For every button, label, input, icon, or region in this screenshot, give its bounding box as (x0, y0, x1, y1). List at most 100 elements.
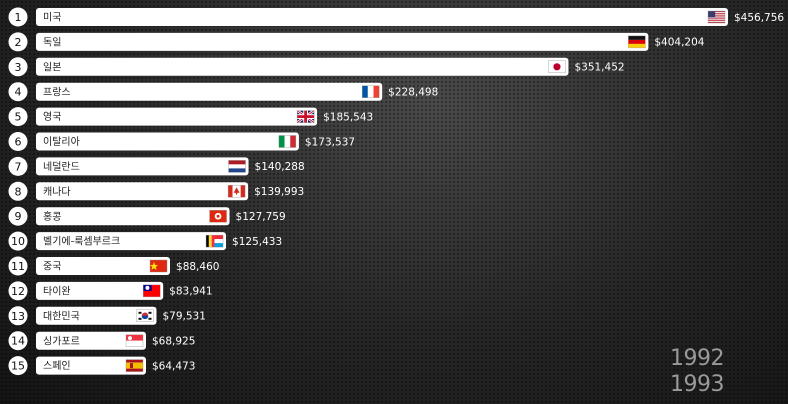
bar (36, 331, 146, 350)
rank-number: 12 (11, 285, 25, 298)
rank-badge (8, 231, 28, 251)
rank-badge (8, 206, 28, 226)
korea-flag-icon (136, 309, 154, 322)
rank-number: 4 (15, 86, 22, 99)
bar (36, 257, 171, 275)
singapore-flag-icon (125, 334, 144, 347)
uk-flag-icon (296, 109, 315, 124)
bar (36, 182, 249, 201)
rank-badge (8, 107, 28, 127)
rank-badge (8, 331, 28, 351)
belgium-luxembourg-flag-icon (205, 234, 224, 248)
rank-number: 2 (15, 36, 22, 49)
rank-number: 6 (15, 136, 22, 149)
year-label-current: 1993 (670, 372, 725, 397)
bar (36, 8, 728, 26)
chart-row: 9 홍콩 $127,759 (8, 206, 286, 226)
country-label: 네덜란드 (43, 161, 80, 173)
value-label: $404,204 (654, 37, 704, 49)
value-label: $185,543 (323, 111, 373, 123)
chart-rows: 1 미국 $456,756 2 독일 $404,204 3 일본 $351,452 4 프랑스 $22… (8, 7, 784, 376)
bar (36, 207, 230, 226)
country-label: 벨기에-룩셈부르크 (43, 236, 120, 248)
bar (36, 132, 299, 151)
chart-row: 6 이탈리아 $173,537 (8, 132, 355, 151)
rank-badge (8, 181, 28, 201)
value-label: $228,498 (388, 87, 438, 99)
rank-badge (8, 256, 28, 276)
rank-number: 3 (15, 61, 22, 74)
bar (36, 356, 146, 375)
bar (36, 82, 383, 101)
value-label: $68,925 (152, 336, 195, 348)
country-label: 영국 (43, 111, 61, 123)
value-label: $127,759 (236, 211, 286, 223)
country-label: 이탈리아 (43, 135, 80, 148)
value-label: $140,288 (255, 161, 305, 173)
country-label: 타이완 (43, 286, 71, 298)
chart-row: 13 대한민국 $79,531 (8, 306, 206, 326)
country-label: 스페인 (43, 360, 71, 372)
country-label: 대한민국 (43, 310, 80, 322)
bar (36, 281, 164, 300)
value-label: $456,756 (734, 12, 784, 24)
country-label: 미국 (43, 12, 61, 24)
country-label: 일본 (43, 61, 61, 73)
spain-flag-icon (125, 359, 144, 372)
value-label: $125,433 (232, 236, 282, 248)
rank-number: 1 (15, 11, 22, 24)
bar (36, 32, 649, 51)
canada-flag-icon (227, 185, 246, 198)
country-label: 싱가포르 (43, 335, 80, 347)
rank-number: 8 (15, 185, 22, 198)
rank-number: 13 (11, 310, 25, 323)
chart-row: 3 일본 $351,452 (8, 57, 625, 77)
rank-number: 9 (15, 210, 22, 223)
rank-number: 7 (15, 160, 22, 173)
rank-badge (8, 32, 28, 52)
france-flag-icon (361, 85, 380, 98)
chart-row: 10 벨기에-룩셈부르크 $125,433 (8, 231, 282, 251)
country-label: 홍콩 (43, 210, 61, 223)
rank-badge (8, 306, 28, 326)
chart-row: 7 네덜란드 $140,288 (8, 156, 305, 176)
rank-badge (8, 356, 28, 376)
value-label: $139,993 (254, 186, 304, 198)
chart-row: 15 스페인 $64,473 (8, 356, 195, 376)
chart-row: 11 중국 $88,460 (8, 256, 219, 276)
value-label: $173,537 (305, 136, 355, 148)
value-label: $83,941 (169, 286, 212, 298)
rank-number: 15 (11, 360, 25, 373)
bar (36, 107, 318, 126)
chart-row: 8 캐나다 $139,993 (8, 181, 304, 201)
taiwan-flag-icon (142, 284, 161, 298)
rank-number: 14 (11, 335, 25, 348)
rank-badge (8, 156, 28, 176)
country-label: 중국 (43, 261, 61, 273)
country-label: 캐나다 (43, 186, 71, 198)
chart-row: 4 프랑스 $228,498 (8, 82, 438, 102)
year-label-previous: 1992 (670, 346, 725, 371)
bar (36, 232, 227, 251)
bar (36, 57, 569, 76)
bar (36, 306, 157, 325)
value-label: $79,531 (162, 311, 205, 323)
country-label: 프랑스 (43, 86, 71, 98)
japan-flag-icon (548, 60, 566, 73)
netherlands-flag-icon (228, 160, 246, 173)
hongkong-flag-icon (209, 209, 227, 223)
chart-row: 14 싱가포르 $68,925 (8, 331, 195, 351)
chart-row: 5 영국 $185,543 (8, 107, 373, 127)
china-flag-icon (149, 259, 168, 273)
rank-badge (8, 57, 28, 77)
chart-row: 2 독일 $404,204 (8, 32, 705, 52)
value-label: $64,473 (152, 360, 195, 372)
rank-badge (8, 7, 28, 27)
rank-badge (8, 281, 28, 301)
rank-badge (8, 132, 28, 151)
chart-row: 1 미국 $456,756 (8, 7, 784, 27)
bar (36, 157, 249, 176)
germany-flag-icon (628, 35, 646, 49)
rank-badge (8, 82, 28, 102)
